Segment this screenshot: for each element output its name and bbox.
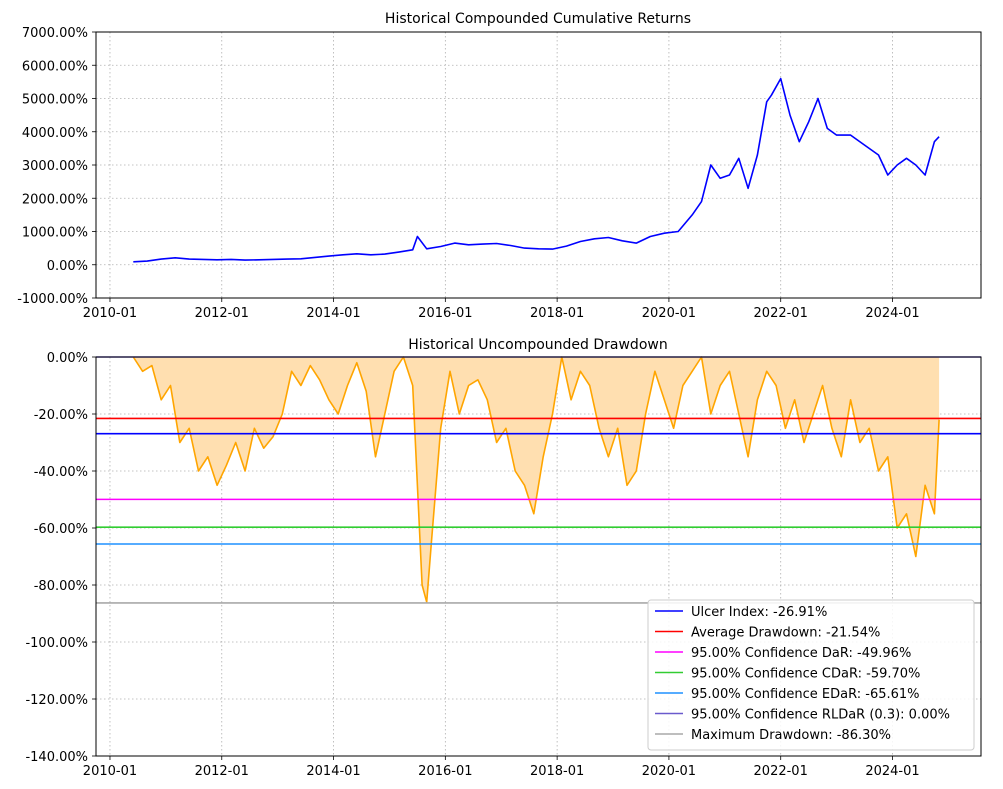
drawdown-chart: 2010-01 2012-01 2014-01 2016-01 2018-01 2020-… [25, 337, 982, 779]
x-tick-label: 2024-01 [865, 764, 919, 779]
y-tick-label: 0.00% [47, 351, 88, 366]
legend-label: 95.00% Confidence RLDaR (0.3): 0.00% [691, 708, 950, 723]
x-axis: 2010-01 2012-01 2014-01 2016-01 2018-01 2020-… [83, 298, 920, 321]
y-tick-label: 6000.00% [22, 59, 88, 74]
y-tick-label: -140.00% [25, 750, 88, 765]
y-tick-label: 7000.00% [22, 26, 88, 41]
y-axis: -140.00% -120.00% -100.00% -80.00% -60.00% -4… [25, 351, 96, 765]
legend-label: Maximum Drawdown: -86.30% [691, 728, 891, 743]
drawdown-fill [133, 357, 940, 603]
legend-label: Average Drawdown: -21.54% [691, 626, 880, 641]
legend-label: 95.00% Confidence DaR: -49.96% [691, 646, 911, 661]
legend-label: 95.00% Confidence CDaR: -59.70% [691, 667, 920, 682]
x-tick-label: 2018-01 [530, 306, 584, 321]
y-tick-label: 0.00% [47, 259, 88, 274]
y-tick-label: -40.00% [34, 465, 88, 480]
series-line [133, 77, 940, 263]
cumulative-returns-chart: 2010-01 2012-01 2014-01 2016-01 2018-01 2020-… [17, 11, 982, 321]
x-tick-label: 2014-01 [306, 306, 360, 321]
x-tick-label: 2022-01 [754, 764, 808, 779]
plot-frame [95, 356, 982, 757]
x-tick-label: 2012-01 [195, 306, 249, 321]
y-tick-label: 4000.00% [22, 126, 88, 141]
legend-label: Ulcer Index: -26.91% [691, 605, 827, 620]
y-tick-label: -80.00% [34, 579, 88, 594]
x-axis: 2010-01 2012-01 2014-01 2016-01 2018-01 2020-… [83, 756, 920, 779]
legend-box [647, 599, 975, 751]
x-tick-label: 2014-01 [306, 764, 360, 779]
y-tick-label: 2000.00% [22, 192, 88, 207]
y-tick-label: 5000.00% [22, 93, 88, 108]
x-tick-label: 2022-01 [754, 306, 808, 321]
y-axis: -1000.00% 0.00% 1000.00% 2000.00% 3000.00% 40… [17, 26, 96, 307]
x-tick-label: 2012-01 [195, 764, 249, 779]
y-tick-label: 1000.00% [22, 226, 88, 241]
x-tick-label: 2016-01 [418, 764, 472, 779]
y-tick-label: -120.00% [25, 693, 88, 708]
x-tick-label: 2018-01 [530, 764, 584, 779]
chart-title: Historical Compounded Cumulative Returns [385, 11, 691, 27]
legend: Ulcer Index: -26.91% Average Drawdown: -2… [647, 599, 975, 751]
y-tick-label: -20.00% [34, 408, 88, 423]
x-tick-label: 2020-01 [642, 306, 696, 321]
y-tick-label: 3000.00% [22, 159, 88, 174]
legend-label: 95.00% Confidence EDaR: -65.61% [691, 687, 920, 702]
x-tick-label: 2016-01 [418, 306, 472, 321]
x-tick-label: 2024-01 [865, 306, 919, 321]
x-tick-label: 2010-01 [83, 306, 137, 321]
chart-title: Historical Uncompounded Drawdown [408, 337, 667, 353]
y-tick-label: -60.00% [34, 522, 88, 537]
x-tick-label: 2010-01 [83, 764, 137, 779]
series-line [133, 77, 940, 263]
y-tick-label: -100.00% [25, 636, 88, 651]
x-tick-label: 2020-01 [642, 764, 696, 779]
y-tick-label: -1000.00% [17, 292, 88, 307]
